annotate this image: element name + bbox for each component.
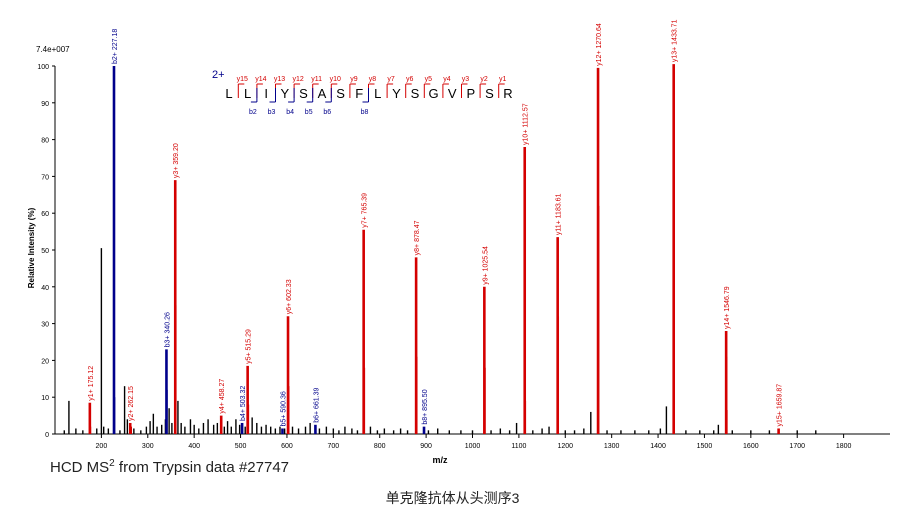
y-tick-label: 10 bbox=[41, 395, 49, 402]
x-tick-label: 900 bbox=[420, 443, 432, 450]
x-tick-label: 1500 bbox=[697, 443, 713, 450]
y-tick-label: 100 bbox=[37, 64, 49, 71]
peak-label: b4+ 503.32 bbox=[240, 386, 247, 421]
residue: S bbox=[336, 86, 345, 101]
x-tick-label: 1800 bbox=[836, 443, 852, 450]
residue: P bbox=[466, 86, 475, 101]
y-ion-label: y4 bbox=[443, 76, 451, 83]
peak-label: y8+ 878.47 bbox=[414, 220, 421, 255]
x-tick-label: 1600 bbox=[743, 443, 759, 450]
x-tick-label: 1700 bbox=[789, 443, 805, 450]
y-tick-label: 60 bbox=[41, 211, 49, 218]
peak-label: y13+ 1433.71 bbox=[672, 19, 679, 62]
b-ion-label: b5 bbox=[305, 109, 313, 116]
b-ion-label: b4 bbox=[286, 109, 294, 116]
peak-label: y1+ 175.12 bbox=[88, 366, 95, 401]
y-ion-label: y3 bbox=[462, 76, 470, 83]
peak-label: b6+ 661.39 bbox=[313, 387, 320, 422]
y-ion-label: y6 bbox=[406, 76, 414, 83]
y-tick-label: 30 bbox=[41, 322, 49, 329]
source-caption-prefix: HCD MS bbox=[50, 459, 110, 476]
residue: L bbox=[225, 86, 232, 101]
y-tick-label: 20 bbox=[41, 358, 49, 365]
x-tick-label: 400 bbox=[188, 443, 200, 450]
y-ion-label: y8 bbox=[369, 76, 377, 83]
x-tick-label: 700 bbox=[327, 443, 339, 450]
x-axis-label: m/z bbox=[432, 455, 448, 465]
b-ion-label: b8 bbox=[361, 109, 369, 116]
y-ion-label: y12 bbox=[292, 76, 303, 83]
x-tick-label: 1300 bbox=[604, 443, 620, 450]
peak-label: b8+ 895.50 bbox=[422, 389, 429, 424]
x-tick-label: 1000 bbox=[465, 443, 481, 450]
peak-label: y6+ 602.33 bbox=[286, 279, 293, 314]
peak-label: b3+ 340.26 bbox=[164, 312, 171, 347]
residue: Y bbox=[280, 86, 289, 101]
y-axis-label: Relative Intensity (%) bbox=[27, 207, 36, 288]
y-tick-label: 40 bbox=[41, 285, 49, 292]
y-ion-label: y11 bbox=[311, 76, 322, 83]
y-ion-label: y2 bbox=[480, 76, 488, 83]
residue: I bbox=[264, 86, 268, 101]
source-caption-suffix: from Trypsin data #27747 bbox=[114, 459, 289, 476]
b-ion-label: b6 bbox=[323, 109, 331, 116]
x-tick-label: 1100 bbox=[511, 443, 526, 450]
peak-label: y3+ 359.20 bbox=[173, 143, 180, 178]
y-ion-label: y1 bbox=[499, 76, 507, 83]
charge-label: 2+ bbox=[212, 69, 225, 81]
residue: V bbox=[448, 86, 457, 101]
peak-label: y2+ 262.15 bbox=[128, 386, 135, 421]
y-tick-label: 0 bbox=[45, 432, 49, 439]
y-tick-label: 50 bbox=[41, 248, 49, 255]
peak-label: y7+ 765.39 bbox=[362, 193, 369, 228]
spectrum-peaks bbox=[63, 64, 817, 434]
residue: S bbox=[411, 86, 420, 101]
y-tick-label: 90 bbox=[41, 101, 49, 108]
b-ion-label: b3 bbox=[268, 109, 276, 116]
peak-label: y5+ 515.29 bbox=[246, 329, 253, 364]
peak-label: b2+ 227.18 bbox=[112, 29, 119, 64]
residue: Y bbox=[392, 86, 401, 101]
x-tick-label: 1400 bbox=[650, 443, 666, 450]
source-caption-superscript: 2 bbox=[109, 458, 115, 469]
y-tick-label: 80 bbox=[41, 138, 49, 145]
peak-label: y4+ 458.27 bbox=[219, 379, 226, 414]
y-ion-label: y5 bbox=[425, 76, 433, 83]
residue: S bbox=[299, 86, 308, 101]
y-ion-label: y15 bbox=[237, 76, 248, 83]
peak-label: y11+ 1183.61 bbox=[556, 193, 563, 235]
peak-label: y9+ 1025.54 bbox=[482, 246, 489, 285]
max-intensity-label: 7.4e+007 bbox=[36, 45, 70, 54]
y-ion-label: y10 bbox=[330, 76, 341, 83]
x-tick-label: 500 bbox=[235, 443, 247, 450]
peak-label: y10+ 1112.57 bbox=[523, 103, 530, 145]
x-tick-label: 1200 bbox=[557, 443, 573, 450]
x-tick-label: 300 bbox=[142, 443, 154, 450]
peak-label: y15+ 1659.87 bbox=[777, 384, 784, 427]
x-tick-label: 200 bbox=[96, 443, 108, 450]
x-tick-label: 800 bbox=[374, 443, 386, 450]
residue: A bbox=[318, 86, 327, 101]
figure-title: 单克隆抗体从头测序3 bbox=[385, 490, 520, 506]
ms-spectrum-chart: 0 10 20 30 40 50 60 70 80 90 100 200 300 400 500 600 700… bbox=[27, 19, 890, 465]
peak-label: y12+ 1270.64 bbox=[596, 23, 603, 66]
y-tick-label: 70 bbox=[41, 174, 49, 181]
y-ion-label: y7 bbox=[387, 76, 395, 83]
peak-label: y14+ 1546.79 bbox=[724, 286, 731, 329]
peak-label: b5+ 590.36 bbox=[280, 391, 287, 426]
y-ion-label: y9 bbox=[350, 76, 358, 83]
y-ion-label: y13 bbox=[274, 76, 285, 83]
residue: G bbox=[429, 86, 439, 101]
residue: L bbox=[244, 86, 251, 101]
residue: S bbox=[485, 86, 494, 101]
x-tick-label: 600 bbox=[281, 443, 293, 450]
residue: L bbox=[374, 86, 381, 101]
peak-labels: y1+ 175.12 b2+ 227.18 y2+ 262.15 b3+ 340.26… bbox=[88, 19, 784, 426]
source-caption: HCD MS2 from Trypsin data #27747 bbox=[50, 458, 289, 476]
b-ion-label: b2 bbox=[249, 109, 257, 116]
residue: R bbox=[503, 86, 512, 101]
y-ion-label: y14 bbox=[255, 76, 266, 83]
residue: F bbox=[355, 86, 363, 101]
